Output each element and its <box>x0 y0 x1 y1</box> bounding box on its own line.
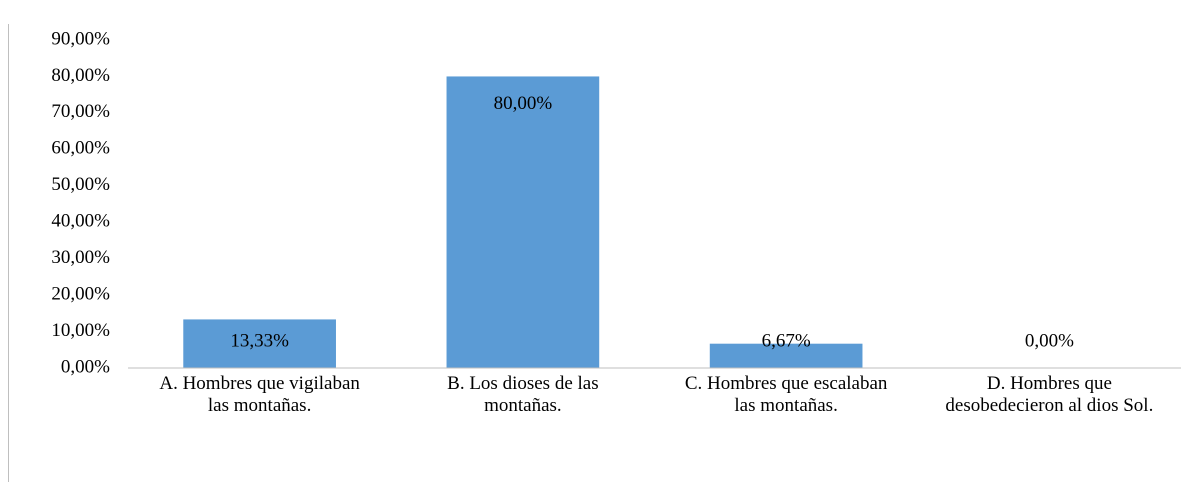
x-tick-label: C. Hombres que escalaban las montañas. <box>684 373 888 416</box>
y-tick-label: 0,00% <box>61 356 110 377</box>
y-tick-label: 20,00% <box>51 283 110 304</box>
x-tick-label: A. Hombres que vigilaban las montañas. <box>159 373 360 416</box>
bar <box>709 343 863 368</box>
data-label: 80,00% <box>494 93 553 114</box>
data-label: 13,33% <box>230 330 289 351</box>
y-tick-label: 70,00% <box>51 101 110 122</box>
x-tick-label-box: B. Los dioses de las montañas. <box>447 373 599 416</box>
data-label: 0,00% <box>1025 330 1074 351</box>
y-tick-label: 10,00% <box>51 320 110 341</box>
x-tick-label-box: D. Hombres que desobedecieron al dios So… <box>945 373 1154 416</box>
x-tick-label-box: A. Hombres que vigilaban las montañas. <box>159 373 360 416</box>
y-tick-label: 60,00% <box>51 138 110 159</box>
y-tick-label: 30,00% <box>51 247 110 268</box>
bar <box>446 76 600 368</box>
x-tick-label: D. Hombres que desobedecieron al dios So… <box>945 373 1154 416</box>
y-tick-label: 80,00% <box>51 65 110 86</box>
bar <box>183 319 336 368</box>
x-tick-label: B. Los dioses de las montañas. <box>447 373 599 416</box>
data-label: 6,67% <box>762 330 811 351</box>
y-tick-label: 50,00% <box>51 174 110 195</box>
y-tick-label: 90,00% <box>51 28 110 49</box>
x-tick-label-box: C. Hombres que escalaban las montañas. <box>684 373 888 416</box>
y-tick-label: 40,00% <box>51 211 110 232</box>
